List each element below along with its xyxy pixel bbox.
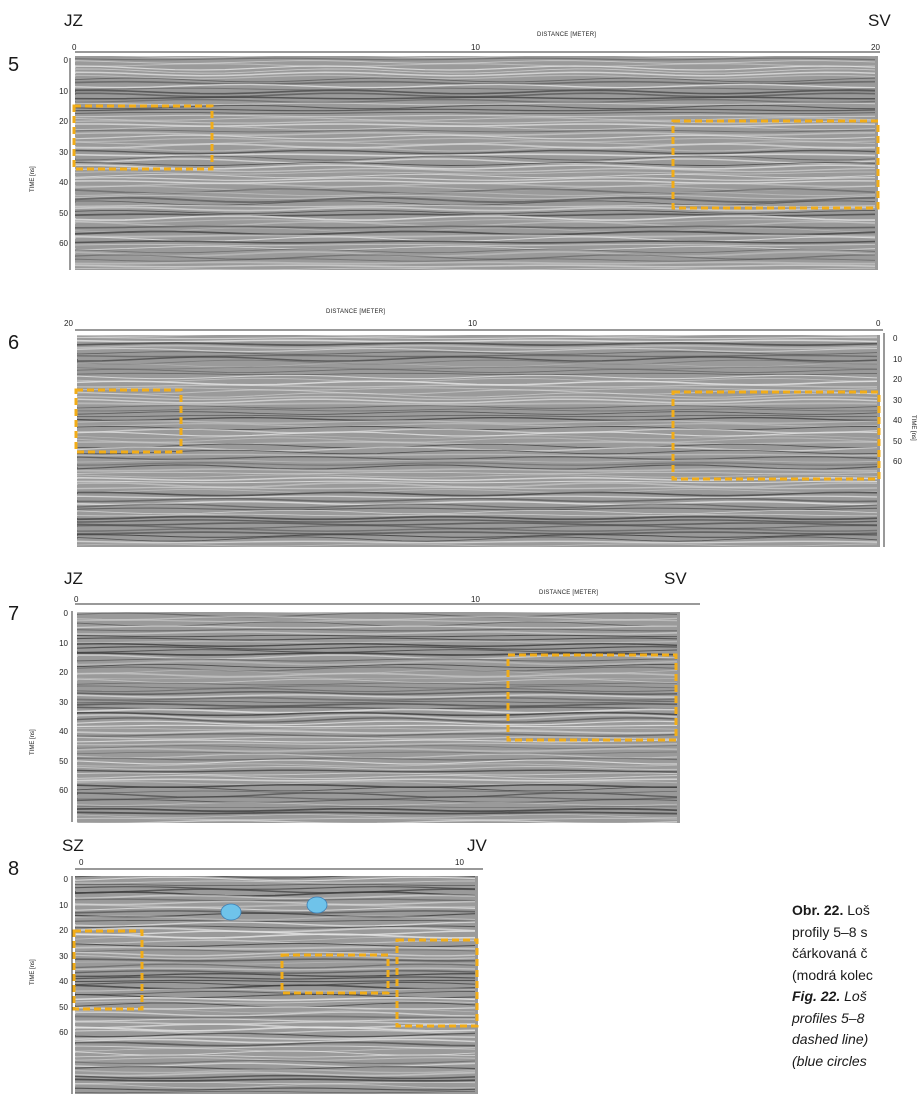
y-tick-label: 50: [59, 1002, 68, 1012]
profile-number: 7: [8, 603, 20, 625]
anomaly-box: [72, 929, 144, 1011]
x-tick-label: 0: [876, 319, 881, 328]
profile-number: 8: [8, 858, 20, 880]
caption-cz-line: Obr. 22. Loš: [792, 902, 870, 918]
profile-number: 6: [8, 332, 20, 354]
y-tick-label: 50: [59, 756, 68, 766]
y-tick-label: 60: [59, 786, 68, 795]
caption-cz-line: čárkovaná č: [792, 945, 868, 961]
x-tick-label: 20: [64, 319, 73, 328]
y-tick-label: 10: [893, 354, 902, 364]
anomaly-box: [395, 938, 479, 1028]
y-tick-label: 20: [59, 117, 68, 126]
caption-en-line: profiles 5–8: [792, 1009, 865, 1026]
blue-circle-marker: [220, 903, 242, 921]
direction-right-label: JV: [467, 836, 487, 855]
x-tick-label: 20: [871, 43, 880, 52]
x-tick-label: 10: [471, 595, 480, 604]
caption-en-line: Fig. 22. Loš: [792, 988, 867, 1004]
y-tick-label: 0: [893, 334, 898, 343]
x-axis-title: DISTANCE [METER]: [326, 309, 386, 315]
x-tick-label: 0: [79, 858, 84, 867]
y-tick-label: 10: [59, 86, 68, 96]
y-tick-label: 0: [63, 56, 68, 65]
x-tick-label: 10: [455, 858, 464, 867]
y-tick-label: 10: [59, 900, 68, 910]
y-tick-label: 30: [893, 395, 902, 405]
y-tick-label: 30: [59, 147, 68, 157]
anomaly-box: [280, 953, 390, 995]
anomaly-box: [671, 119, 880, 210]
y-tick-label: 60: [893, 457, 902, 466]
y-tick-label: 0: [63, 875, 68, 884]
direction-right-label: SV: [868, 11, 891, 30]
x-tick-label: 10: [468, 319, 477, 328]
anomaly-box: [74, 388, 183, 454]
x-tick-label: 0: [74, 595, 79, 604]
x-axis-title: DISTANCE [METER]: [539, 590, 599, 596]
direction-left-label: JZ: [64, 569, 83, 588]
x-tick-label: 0: [72, 43, 77, 52]
y-tick-label: 40: [893, 416, 902, 425]
y-tick-label: 20: [893, 375, 902, 384]
y-tick-label: 40: [59, 727, 68, 736]
y-tick-label: 40: [59, 977, 68, 986]
y-tick-label: 30: [59, 951, 68, 961]
caption-en-label: Fig. 22.: [792, 988, 841, 1004]
y-tick-label: 50: [893, 436, 902, 446]
caption-cz-line: profily 5–8 s: [792, 923, 868, 940]
direction-left-label: JZ: [64, 11, 83, 30]
caption-cz-line: (modrá kolec: [792, 966, 873, 983]
y-tick-label: 20: [59, 926, 68, 935]
y-tick-label: 40: [59, 178, 68, 187]
direction-right-label: SV: [664, 569, 687, 588]
anomaly-box: [671, 390, 881, 481]
caption-en-line: (blue circles: [792, 1052, 867, 1069]
radargram-6: [77, 335, 880, 547]
y-tick-label: 20: [59, 668, 68, 677]
y-tick-label: 10: [59, 638, 68, 648]
x-axis-title: DISTANCE [METER]: [537, 32, 597, 38]
caption-cz-label: Obr. 22.: [792, 902, 844, 918]
y-tick-label: 60: [59, 239, 68, 248]
caption-en-line: dashed line): [792, 1031, 869, 1047]
anomaly-box: [506, 653, 678, 742]
y-tick-label: 50: [59, 208, 68, 218]
direction-left-label: SZ: [62, 836, 84, 855]
y-tick-label: 60: [59, 1028, 68, 1037]
radargram-8: [75, 876, 478, 1094]
radargram-7: [77, 612, 680, 823]
profile-number: 5: [8, 54, 20, 76]
blue-circle-marker: [306, 896, 328, 914]
figure-caption: Obr. 22. Loš profily 5–8 s čárkovaná č (…: [792, 900, 873, 1072]
anomaly-box: [72, 104, 214, 171]
y-tick-label: 30: [59, 697, 68, 707]
radargram-5: [75, 56, 878, 270]
x-tick-label: 10: [471, 43, 480, 52]
y-tick-label: 0: [63, 609, 68, 618]
